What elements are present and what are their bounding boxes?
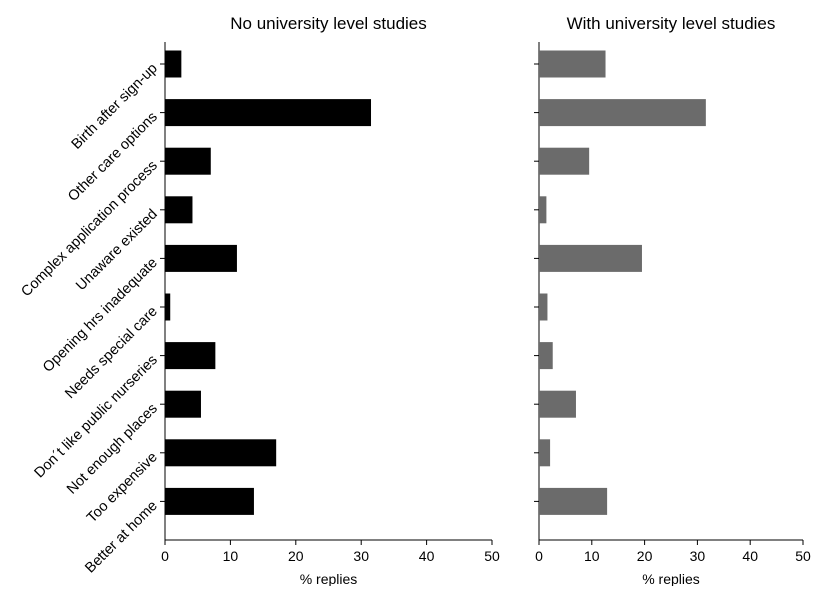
bar	[539, 342, 553, 370]
x-tick-label: 30	[690, 548, 706, 564]
bar	[165, 342, 216, 370]
bar	[165, 147, 211, 175]
x-tick-label: 50	[484, 548, 500, 564]
bar	[539, 293, 548, 321]
bar	[539, 147, 590, 175]
x-tick-label: 20	[288, 548, 304, 564]
bar	[165, 439, 277, 467]
bar	[539, 50, 606, 78]
bar	[539, 439, 551, 467]
bar	[539, 487, 608, 515]
x-tick-label: 20	[637, 548, 653, 564]
bar	[165, 99, 372, 127]
x-tick-label: 10	[223, 548, 239, 564]
x-axis-label: % replies	[300, 571, 358, 586]
bar	[165, 50, 182, 78]
bar	[539, 390, 576, 418]
bar	[165, 196, 193, 224]
bar	[539, 99, 706, 127]
bar	[165, 390, 201, 418]
panel-title: No university level studies	[230, 14, 427, 33]
bar	[539, 196, 547, 224]
bar	[539, 244, 642, 272]
category-label: Needs special care	[62, 304, 161, 403]
x-tick-label: 40	[419, 548, 435, 564]
x-tick-label: 10	[584, 548, 600, 564]
panel-title: With university level studies	[567, 14, 776, 33]
category-label: Birth after sign-up	[69, 61, 161, 153]
x-tick-label: 0	[535, 548, 543, 564]
x-axis-label: % replies	[642, 571, 700, 586]
x-tick-label: 50	[795, 548, 811, 564]
x-tick-label: 30	[353, 548, 369, 564]
bar	[165, 244, 237, 272]
bar	[165, 487, 254, 515]
bar	[165, 293, 171, 321]
category-label: Unaware existed	[73, 206, 161, 294]
x-tick-label: 0	[161, 548, 169, 564]
category-label: Other care options	[65, 109, 161, 205]
x-tick-label: 40	[742, 548, 758, 564]
category-label: Not enough places	[64, 401, 161, 498]
